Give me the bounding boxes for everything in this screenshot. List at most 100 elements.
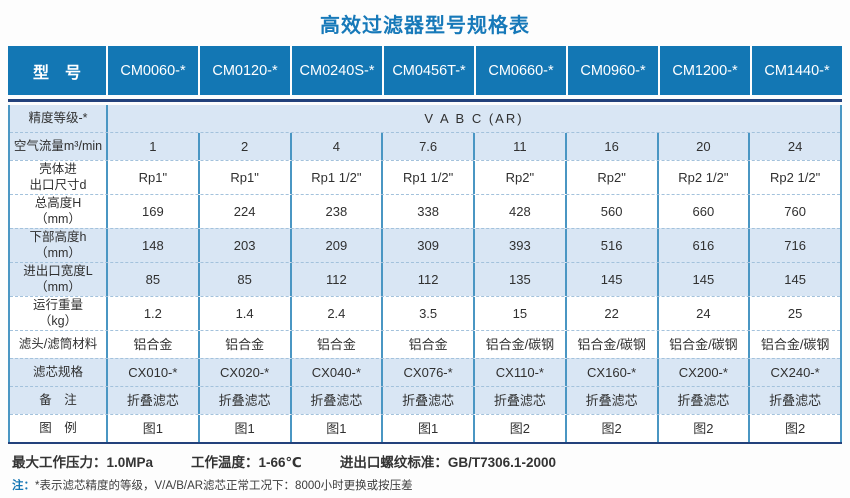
value-cell: 铝合金/碳钢: [473, 331, 565, 358]
value-cell: 616: [656, 229, 749, 262]
header-cell-model: CM1200-*: [660, 46, 750, 95]
value-cell: 铝合金/碳钢: [564, 331, 657, 358]
value-cell: 148: [106, 229, 198, 262]
value-cell: 85: [197, 263, 290, 296]
value-cell: 铝合金/碳钢: [748, 331, 840, 358]
value-cell: Rp2 1/2": [656, 161, 749, 194]
value-cell: 25: [748, 297, 840, 330]
table-header-row: 型 号 CM0060-* CM0120-* CM0240S-* CM0456T-* CM0…: [8, 46, 842, 95]
header-cell-model: CM0660-*: [476, 46, 566, 95]
value-cell: 760: [748, 195, 840, 228]
value-cell: 折叠滤芯: [656, 387, 749, 414]
header-divider-line: [8, 99, 842, 102]
table-row: 下部高度h （mm） 148 203 209 309 393 516 616 716: [10, 228, 840, 262]
value-cell: 铝合金: [289, 331, 382, 358]
value-cell: Rp2": [564, 161, 657, 194]
value-cell: 309: [381, 229, 473, 262]
value-cell: Rp2 1/2": [748, 161, 840, 194]
value-cell: 图1: [106, 415, 198, 442]
merged-value-cell: V A B C (AR): [106, 105, 840, 132]
table-row: 图 例图1 图1 图1 图1 图2 图2 图2 图2: [10, 414, 840, 442]
row-label: 下部高度h （mm）: [29, 230, 87, 260]
header-cell-model: CM0060-*: [108, 46, 198, 95]
value-cell: Rp1 1/2": [381, 161, 473, 194]
value-cell: 428: [473, 195, 565, 228]
footer-note-line: 注：*表示滤芯精度的等级，V/A/B/AR滤芯正常工况下：8000小时更换或按压…: [12, 477, 838, 493]
value-cell: 4: [289, 133, 382, 160]
value-cell: Rp1 1/2": [289, 161, 382, 194]
row-label: 总高度H （mm）: [34, 196, 82, 226]
value-cell: 折叠滤芯: [106, 387, 198, 414]
value-cell: CX010-*: [106, 359, 198, 386]
value-cell: 7.6: [381, 133, 473, 160]
note-text: *表示滤芯精度的等级，V/A/B/AR滤芯正常工况下：8000小时更换或按压差: [35, 480, 413, 492]
value-cell: CX240-*: [748, 359, 840, 386]
value-cell: 铝合金: [381, 331, 473, 358]
value-cell: 折叠滤芯: [289, 387, 382, 414]
value-cell: 560: [564, 195, 657, 228]
value-cell: 铝合金: [106, 331, 198, 358]
value-cell: 16: [564, 133, 657, 160]
value-cell: 112: [381, 263, 473, 296]
max-pressure-text: 最大工作压力：1.0MPa: [12, 455, 154, 470]
value-cell: 516: [564, 229, 657, 262]
value-cell: CX020-*: [197, 359, 290, 386]
value-cell: CX160-*: [564, 359, 657, 386]
header-cell-model: CM0960-*: [568, 46, 658, 95]
header-cell-model: CM0456T-*: [384, 46, 474, 95]
table-row: 备 注折叠滤芯 折叠滤芯 折叠滤芯 折叠滤芯 折叠滤芯 折叠滤芯 折叠滤芯 折叠滤芯: [10, 386, 840, 414]
value-cell: 铝合金/碳钢: [656, 331, 749, 358]
value-cell: 238: [289, 195, 382, 228]
row-label: 空气流量m³/min: [13, 138, 103, 153]
value-cell: CX110-*: [473, 359, 565, 386]
value-cell: Rp1": [106, 161, 198, 194]
table-row: 精度等级-* V A B C (AR): [10, 105, 840, 132]
value-cell: 3.5: [381, 297, 473, 330]
page-title: 高效过滤器型号规格表: [320, 15, 530, 37]
value-cell: 15: [473, 297, 565, 330]
table-row: 运行重量 （kg） 1.2 1.4 2.4 3.5 15 22 24 25: [10, 296, 840, 330]
value-cell: 338: [381, 195, 473, 228]
value-cell: CX200-*: [656, 359, 749, 386]
row-label: 运行重量 （kg）: [32, 298, 83, 328]
value-cell: 24: [748, 133, 840, 160]
value-cell: 图1: [381, 415, 473, 442]
value-cell: 1: [106, 133, 198, 160]
value-cell: 716: [748, 229, 840, 262]
value-cell: 145: [564, 263, 657, 296]
header-cell-model-label: 型 号: [8, 46, 106, 95]
value-cell: 209: [289, 229, 382, 262]
value-cell: 铝合金: [197, 331, 290, 358]
value-cell: 图2: [473, 415, 565, 442]
row-label: 滤头/滤筒材料: [18, 336, 98, 351]
working-temperature-text: 工作温度：1-66℃: [191, 455, 302, 470]
value-cell: 169: [106, 195, 198, 228]
value-cell: 85: [106, 263, 198, 296]
value-cell: 660: [656, 195, 749, 228]
header-cell-model: CM1440-*: [752, 46, 842, 95]
value-cell: 203: [197, 229, 290, 262]
value-cell: 1.2: [106, 297, 198, 330]
note-label: 注：: [12, 480, 35, 492]
row-label: 图 例: [39, 420, 77, 435]
value-cell: CX040-*: [289, 359, 382, 386]
table-body: 精度等级-* V A B C (AR) 空气流量m³/min 1 2 4 7.6 11 16 20…: [8, 105, 842, 442]
row-label: 滤芯规格: [32, 364, 83, 379]
footer-specs-line: 最大工作压力：1.0MPa 工作温度：1-66℃ 进出口螺纹标准：GB/T730…: [12, 451, 838, 471]
value-cell: Rp2": [473, 161, 565, 194]
header-cell-model: CM0120-*: [200, 46, 290, 95]
row-label: 备 注: [39, 392, 77, 407]
value-cell: 折叠滤芯: [197, 387, 290, 414]
value-cell: CX076-*: [381, 359, 473, 386]
value-cell: 图1: [289, 415, 382, 442]
value-cell: 24: [656, 297, 749, 330]
row-label: 壳体进 出口尺寸d: [29, 162, 87, 192]
thread-standard-text: 进出口螺纹标准：GB/T7306.1-2000: [339, 455, 556, 470]
table-row: 滤头/滤筒材料 铝合金 铝合金 铝合金 铝合金 铝合金/碳钢 铝合金/碳钢 铝合金/碳钢 铝合金…: [10, 330, 840, 358]
value-cell: 1.4: [197, 297, 290, 330]
table-row: 滤芯规格 CX010-* CX020-* CX040-* CX076-* CX110-* C…: [10, 358, 840, 386]
value-cell: 图2: [748, 415, 840, 442]
row-label: 精度等级-*: [28, 110, 88, 125]
footer: 最大工作压力：1.0MPa 工作温度：1-66℃ 进出口螺纹标准：GB/T730…: [12, 451, 838, 493]
value-cell: 2: [197, 133, 290, 160]
